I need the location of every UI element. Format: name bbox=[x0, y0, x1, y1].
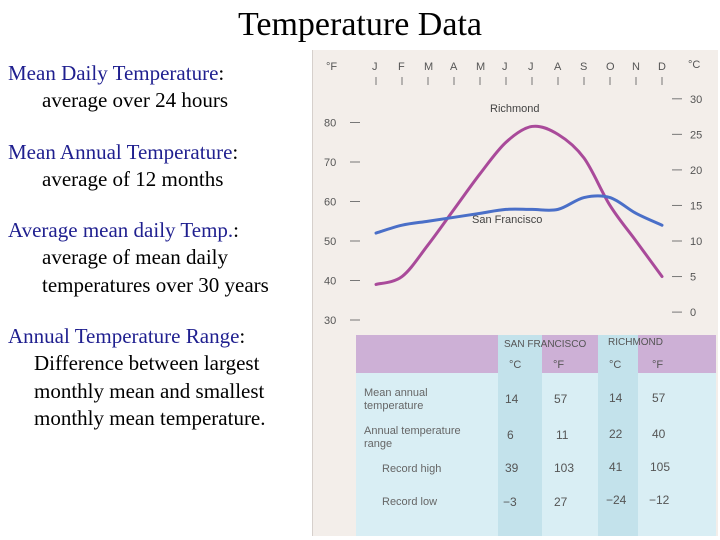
table-row-label: range bbox=[364, 438, 392, 450]
table-cell: −24 bbox=[606, 493, 627, 507]
table-cell: 105 bbox=[650, 460, 670, 474]
series-label-richmond: Richmond bbox=[490, 103, 540, 115]
definition-desc: average over 24 hours bbox=[42, 88, 229, 113]
definition-term: Annual Temperature Range bbox=[8, 324, 240, 349]
x-tick-label: J bbox=[528, 61, 534, 73]
table-group-richmond: RICHMOND bbox=[608, 337, 663, 348]
definition-desc: monthly mean and smallest bbox=[34, 378, 265, 403]
table-cell: 57 bbox=[554, 392, 568, 406]
table-cell: 6 bbox=[507, 428, 514, 442]
definition-mean-daily: Mean Daily Temperature: average over 24 … bbox=[8, 60, 308, 115]
table-unit: °C bbox=[609, 359, 621, 371]
table-row-label: Mean annual bbox=[364, 387, 428, 399]
definition-desc: average of 12 months bbox=[42, 166, 224, 191]
table-unit: °F bbox=[553, 359, 564, 371]
y-left-tick-label: 40 bbox=[324, 276, 336, 288]
table-cell: 41 bbox=[609, 460, 623, 474]
x-tick-label: D bbox=[658, 61, 666, 73]
definition-desc: average of mean daily bbox=[42, 245, 228, 270]
table-cell: 14 bbox=[609, 391, 623, 405]
definition-term: Mean Annual Temperature bbox=[8, 139, 233, 164]
table-row-label: Annual temperature bbox=[364, 425, 461, 437]
definition-annual-range: Annual Temperature Range: Difference bet… bbox=[8, 323, 308, 432]
table-cell: 57 bbox=[652, 391, 666, 405]
table-row-label: Record high bbox=[382, 463, 441, 475]
table-column-shade bbox=[598, 335, 638, 536]
table-column-shade bbox=[498, 335, 542, 536]
y-left-tick-label: 70 bbox=[324, 157, 336, 169]
y-right-tick-label: 10 bbox=[690, 236, 702, 248]
x-tick-label: O bbox=[606, 61, 615, 73]
y-left-tick-label: 60 bbox=[324, 197, 336, 209]
definition-desc: temperatures over 30 years bbox=[42, 272, 269, 297]
series-label-san-francisco: San Francisco bbox=[472, 214, 542, 226]
x-tick-label: M bbox=[476, 61, 485, 73]
definitions-list: Mean Daily Temperature: average over 24 … bbox=[8, 60, 308, 456]
table-cell: 11 bbox=[556, 428, 569, 442]
climate-figure: °F °C J F M A M J J A S O N D 30 40 50 60 70 80 0 5 10 15 20… bbox=[312, 50, 718, 536]
x-tick-label: F bbox=[398, 61, 405, 73]
table-cell: −3 bbox=[503, 495, 517, 509]
slide-title: Temperature Data bbox=[238, 6, 482, 43]
definition-average-mean-daily: Average mean daily Temp.: average of mea… bbox=[8, 217, 308, 299]
x-tick-label: J bbox=[502, 61, 508, 73]
table-unit: °C bbox=[509, 359, 521, 371]
y-left-tick-label: 80 bbox=[324, 118, 336, 130]
y-left-tick-label: 50 bbox=[324, 236, 336, 248]
table-cell: −12 bbox=[649, 493, 670, 507]
y-axis-right-ticks: 0 5 10 15 20 25 30 bbox=[672, 94, 702, 319]
table-cell: 103 bbox=[554, 461, 574, 475]
table-cell: 40 bbox=[652, 427, 666, 441]
x-tick-label: S bbox=[580, 61, 587, 73]
y-right-tick-label: 30 bbox=[690, 94, 702, 106]
x-tick-label: N bbox=[632, 61, 640, 73]
right-unit-label: °C bbox=[688, 59, 700, 71]
y-right-tick-label: 5 bbox=[690, 272, 696, 284]
y-right-tick-label: 0 bbox=[690, 307, 696, 319]
y-axis-left-ticks: 30 40 50 60 70 80 bbox=[324, 118, 360, 327]
climate-chart: °F °C J F M A M J J A S O N D 30 40 50 60 70 80 0 5 10 15 20… bbox=[312, 50, 718, 536]
x-tick-label: J bbox=[372, 61, 378, 73]
y-right-tick-label: 15 bbox=[690, 200, 702, 212]
series-line-san-francisco bbox=[374, 194, 664, 235]
definition-mean-annual: Mean Annual Temperature: average of 12 m… bbox=[8, 139, 308, 194]
table-row-label: Record low bbox=[382, 496, 437, 508]
definition-term: Average mean daily Temp. bbox=[8, 218, 234, 243]
table-cell: 27 bbox=[554, 495, 568, 509]
x-tick-label: M bbox=[424, 61, 433, 73]
table-cell: 22 bbox=[609, 427, 623, 441]
table-group-san-francisco: SAN FRANCISCO bbox=[504, 339, 586, 350]
table-cell: 14 bbox=[505, 392, 519, 406]
y-right-tick-label: 20 bbox=[690, 165, 702, 177]
left-unit-label: °F bbox=[326, 61, 337, 73]
table-row-label: temperature bbox=[364, 400, 423, 412]
y-right-tick-label: 25 bbox=[690, 129, 702, 141]
definition-term: Mean Daily Temperature bbox=[8, 61, 219, 85]
x-tick-label: A bbox=[554, 61, 562, 73]
table-cell: 39 bbox=[505, 461, 519, 475]
definition-desc: Difference between largest bbox=[34, 351, 260, 376]
series-line-richmond bbox=[374, 124, 664, 286]
climate-table: SAN FRANCISCO RICHMOND °C °F °C °F Mean … bbox=[364, 337, 670, 509]
table-unit: °F bbox=[652, 359, 663, 371]
definition-desc: monthly mean temperature. bbox=[34, 405, 266, 430]
y-left-tick-label: 30 bbox=[324, 315, 336, 327]
series-lines bbox=[374, 124, 664, 286]
x-tick-label: A bbox=[450, 61, 458, 73]
